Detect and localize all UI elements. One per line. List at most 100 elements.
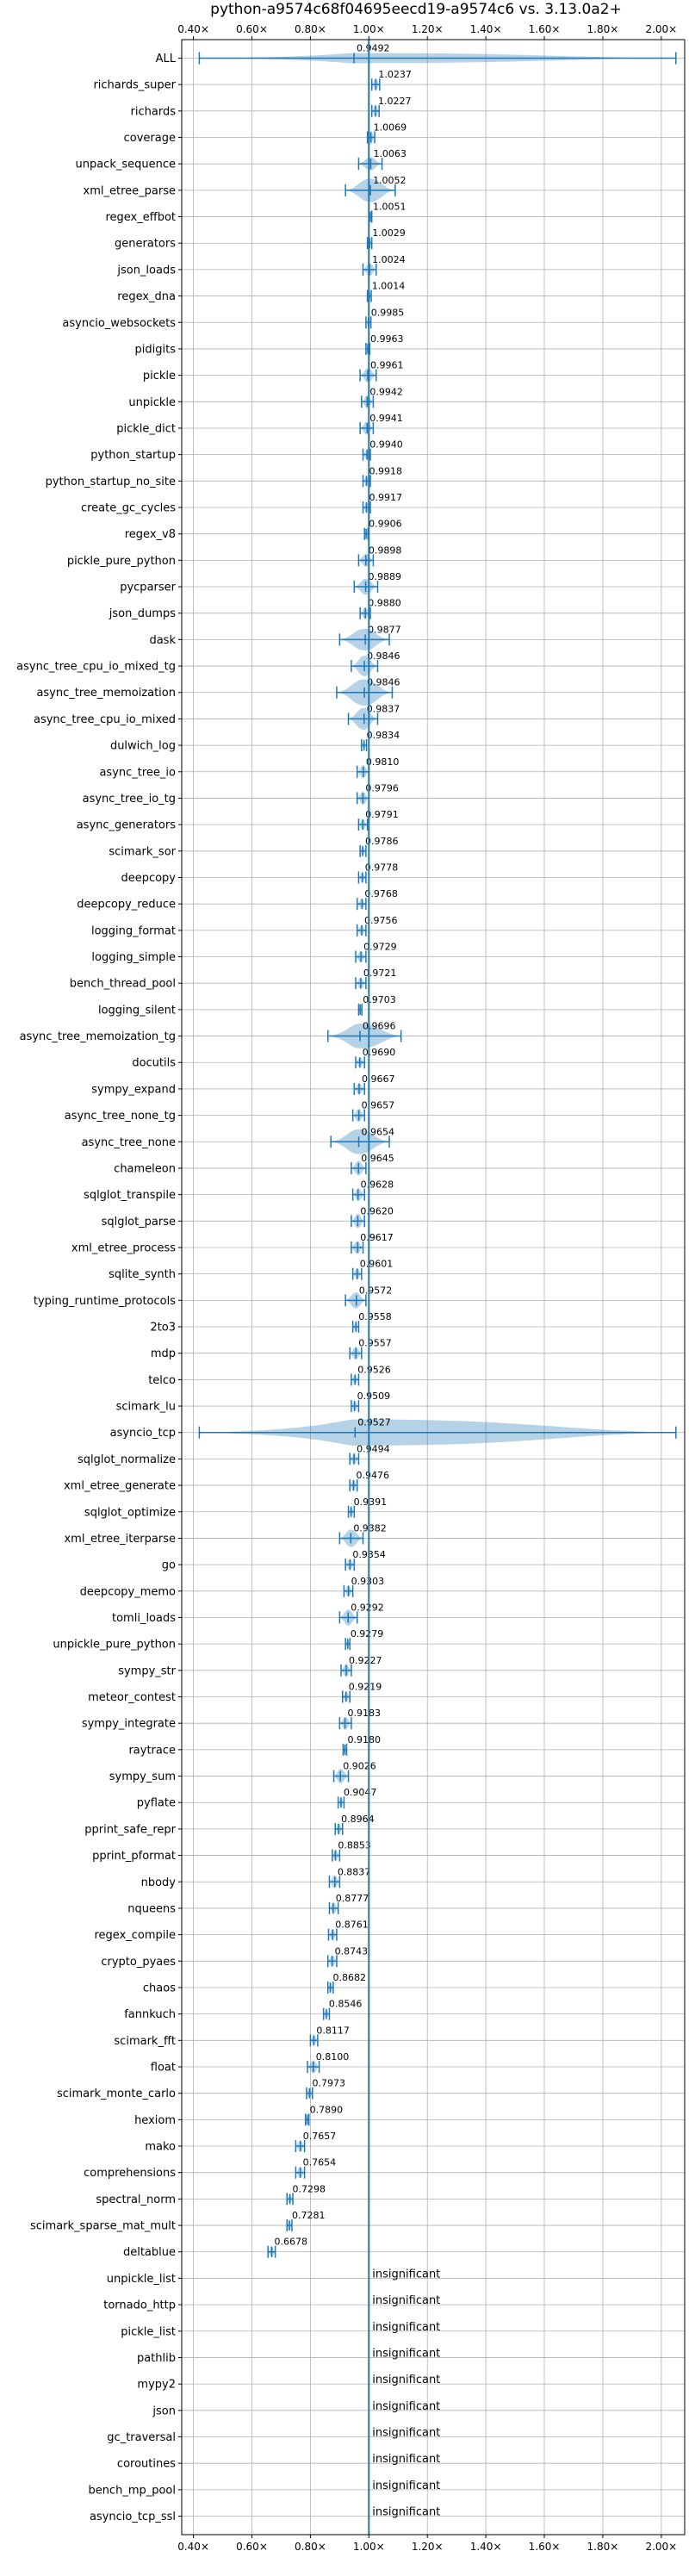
value-label: 1.0063 [373, 148, 407, 159]
benchmark-name: mypy2 [137, 2379, 176, 2392]
benchmark-name: logging_simple [91, 951, 176, 964]
value-label: 0.9667 [362, 1073, 395, 1085]
benchmark-name: go [162, 1559, 176, 1572]
benchmark-name: nbody [141, 1876, 177, 1889]
value-label: 0.9526 [357, 1364, 391, 1375]
benchmark-name: scimark_monte_carlo [57, 2088, 176, 2100]
benchmark-name: xml_etree_parse [84, 184, 176, 197]
benchmark-name: deltablue [123, 2246, 176, 2259]
value-label: 0.9906 [369, 519, 402, 530]
chart-marks: 0.9492 1.0237 1.0227 1.0069 1.0063 1.0052 1.00… [198, 40, 677, 2535]
value-label: 1.0237 [378, 69, 412, 80]
benchmark-name: nqueens [127, 1902, 176, 1915]
benchmark-name: richards_super [93, 79, 176, 92]
benchmark-name: xml_etree_iterparse [64, 1533, 176, 1546]
value-label: 0.9846 [367, 677, 400, 688]
value-label: 0.9985 [371, 307, 405, 318]
benchmark-name: coverage [124, 132, 176, 145]
value-label: 0.9657 [362, 1100, 395, 1111]
benchmark-name: dulwich_log [110, 740, 176, 753]
benchmark-name: docutils [132, 1057, 176, 1070]
benchmark-name: pidigits [135, 343, 177, 356]
benchmark-name: regex_compile [94, 1929, 176, 1942]
value-label: 0.9219 [349, 1682, 382, 1693]
benchmark-name: sqlglot_optimize [84, 1506, 176, 1519]
benchmark-name: regex_dna [117, 290, 176, 303]
value-label: 0.9768 [364, 888, 398, 899]
benchmark-name: pickle_pure_python [67, 555, 176, 568]
benchmark-name: sqlite_synth [109, 1268, 176, 1281]
value-label: 0.9391 [354, 1496, 388, 1508]
x-tick-label-top: 1.80× [587, 23, 619, 35]
benchmark-name: scimark_sor [109, 845, 176, 858]
value-label: 0.9729 [363, 942, 397, 953]
value-label: 0.8743 [335, 1945, 369, 1957]
value-label: 0.9941 [369, 413, 403, 424]
benchmark-name: create_gc_cycles [81, 502, 176, 515]
benchmark-name: chaos [143, 1982, 176, 1994]
value-label: 0.9227 [349, 1655, 382, 1666]
benchmark-name: async_tree_cpu_io_mixed [34, 713, 176, 726]
value-label: 1.0052 [373, 175, 407, 186]
benchmark-name: coroutines [117, 2458, 176, 2471]
value-label: 0.8100 [316, 2051, 350, 2063]
benchmark-name: float [151, 2062, 176, 2075]
value-label: 0.9778 [365, 862, 399, 873]
benchmark-name: async_tree_none_tg [65, 1110, 176, 1123]
benchmark-name: generators [115, 238, 176, 251]
benchmark-name: logging_format [91, 924, 176, 937]
value-label: 0.9690 [363, 1047, 396, 1058]
value-label: 0.9796 [365, 782, 399, 793]
value-label: 0.8546 [329, 1999, 363, 2010]
benchmark-name: deepcopy_reduce [77, 899, 176, 912]
value-label: 0.9572 [359, 1285, 393, 1296]
value-label: 1.0227 [378, 96, 412, 107]
value-label: 1.0029 [372, 227, 406, 239]
value-label: 0.9961 [370, 360, 404, 371]
benchmark-name: async_tree_memoization [36, 687, 176, 700]
value-label: 0.9492 [357, 42, 390, 53]
insignificant-label: insignificant [372, 2321, 440, 2334]
value-label: 0.9557 [358, 1338, 392, 1349]
benchmark-name: hexiom [134, 2114, 176, 2127]
value-label: 0.9917 [369, 492, 402, 503]
insignificant-label: insignificant [372, 2268, 440, 2280]
value-label: 0.9558 [358, 1311, 392, 1322]
value-label: 0.9918 [369, 465, 403, 476]
insignificant-label: insignificant [372, 2347, 440, 2360]
benchmark-name: json_dumps [109, 607, 176, 620]
value-label: 0.9494 [357, 1443, 390, 1454]
x-tick-label-bottom: 0.40× [177, 2541, 209, 2553]
value-label: 0.9696 [363, 1021, 396, 1032]
value-label: 0.9047 [344, 1787, 377, 1798]
value-label: 0.9620 [360, 1205, 394, 1216]
insignificant-label: insignificant [372, 2294, 440, 2307]
benchmark-name: pprint_pformat [92, 1850, 176, 1863]
value-label: 0.9527 [357, 1417, 391, 1428]
benchmark-name: xml_etree_generate [64, 1480, 176, 1493]
value-label: 0.9180 [347, 1734, 381, 1745]
benchmark-name: sympy_str [118, 1664, 176, 1677]
value-label: 0.9889 [369, 571, 402, 582]
value-label: 0.7890 [310, 2104, 344, 2115]
benchmark-name: deepcopy_memo [80, 1585, 176, 1598]
benchmark-name: regex_v8 [125, 528, 176, 541]
value-label: 1.0069 [374, 122, 407, 134]
benchmark-name: unpickle_list [107, 2273, 176, 2286]
benchmark-name: pickle [143, 370, 176, 383]
value-label: 0.9279 [351, 1628, 384, 1640]
benchmark-name: pathlib [137, 2352, 176, 2365]
benchmark-name: pyflate [137, 1797, 176, 1810]
benchmark-name: 2to3 [150, 1322, 176, 1335]
benchmark-name: pprint_safe_repr [84, 1823, 176, 1836]
value-label: 0.9963 [370, 333, 404, 345]
value-label: 0.9940 [369, 439, 403, 451]
benchmark-name: asyncio_tcp [110, 1427, 176, 1440]
value-label: 0.8117 [316, 2025, 350, 2036]
insignificant-label: insignificant [372, 2506, 440, 2519]
value-label: 0.9846 [367, 650, 400, 662]
insignificant-label: insignificant [372, 2374, 440, 2386]
x-tick-label-bottom: 1.00× [353, 2541, 385, 2553]
benchmark-name: mdp [151, 1347, 176, 1360]
